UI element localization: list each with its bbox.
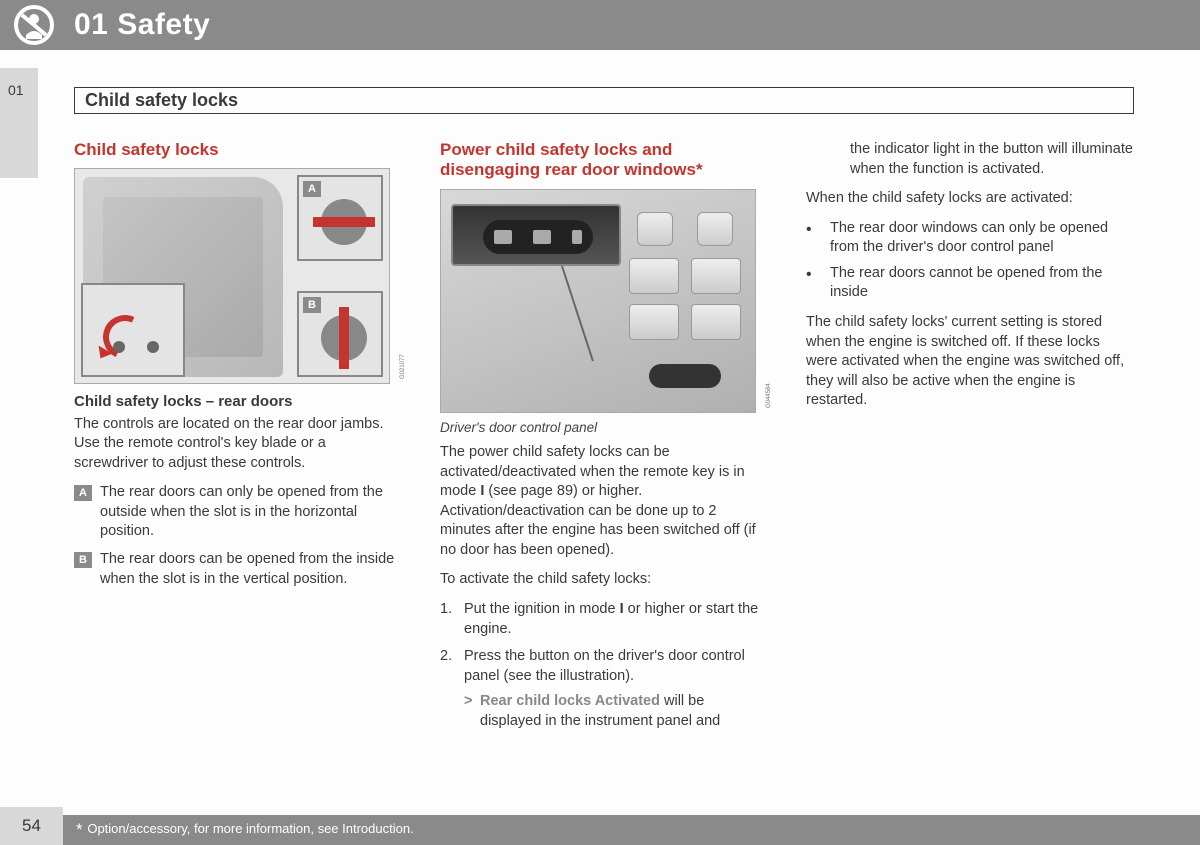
item-b-text: The rear doors can be opened from the in… [100,550,402,589]
control-cluster [625,204,745,398]
detail-inset [81,283,185,377]
step-2: Press the button on the driver's door co… [440,647,768,731]
page-number: 54 [0,807,63,845]
step-2-result: > Rear child locks Activated will be dis… [464,692,768,731]
inset-b: B [297,291,383,377]
figure-door-control-panel: G044584 [440,189,756,413]
badge-b: B [74,552,92,568]
content-columns: Child safety locks A B G021077 Child saf… [74,140,1134,739]
col3-para1: When the child safety locks are activate… [806,189,1134,209]
footer-note: * Option/accessory, for more information… [76,820,414,840]
item-a-text: The rear doors can only be opened from t… [100,483,402,542]
item-a: A The rear doors can only be opened from… [74,483,402,542]
activation-steps: Put the ignition in mode I or higher or … [440,600,768,731]
step-1: Put the ignition in mode I or higher or … [440,600,768,639]
footer-bar: * Option/accessory, for more information… [0,815,1200,845]
step-2-text: Press the button on the driver's door co… [464,648,745,684]
header-bar: 01 Safety [0,0,1200,50]
col1-heading: Child safety locks [74,140,402,160]
bullet-1: The rear door windows can only be opened… [806,219,1134,258]
col2-para2: To activate the child safety locks: [440,570,768,590]
figure2-caption: Driver's door control panel [440,419,768,437]
badge-a: A [74,485,92,501]
activated-effects-list: The rear door windows can only be opened… [806,219,1134,303]
col3-para2: The child safety locks' current setting … [806,313,1134,411]
col2-para1: The power child safety locks can be acti… [440,443,768,560]
col2-heading: Power child safety locks and disengaging… [440,140,768,181]
col1-subheading: Child safety locks – rear doors [74,392,402,412]
image-code-1: G021077 [399,355,407,380]
inset-a: A [297,175,383,261]
column-1: Child safety locks A B G021077 Child saf… [74,140,402,739]
image-code-2: G044584 [765,383,773,408]
chapter-title: 01 Safety [74,8,210,42]
column-2: Power child safety locks and disengaging… [440,140,768,739]
label-a: A [303,181,321,197]
column-3: the indicator light in the button will i… [806,140,1134,739]
item-b: B The rear doors can be opened from the … [74,550,402,589]
bullet-2: The rear doors cannot be opened from the… [806,264,1134,303]
figure-rear-door-lock: A B G021077 [74,168,390,384]
seatbelt-icon [14,5,54,45]
col1-para1: The controls are located on the rear doo… [74,415,402,474]
section-title-box: Child safety locks [74,87,1134,114]
col3-continuation: the indicator light in the button will i… [806,140,1134,179]
section-title: Child safety locks [85,90,238,111]
zoom-inset [451,204,621,266]
chapter-number: 01 [8,82,24,98]
label-b: B [303,297,321,313]
